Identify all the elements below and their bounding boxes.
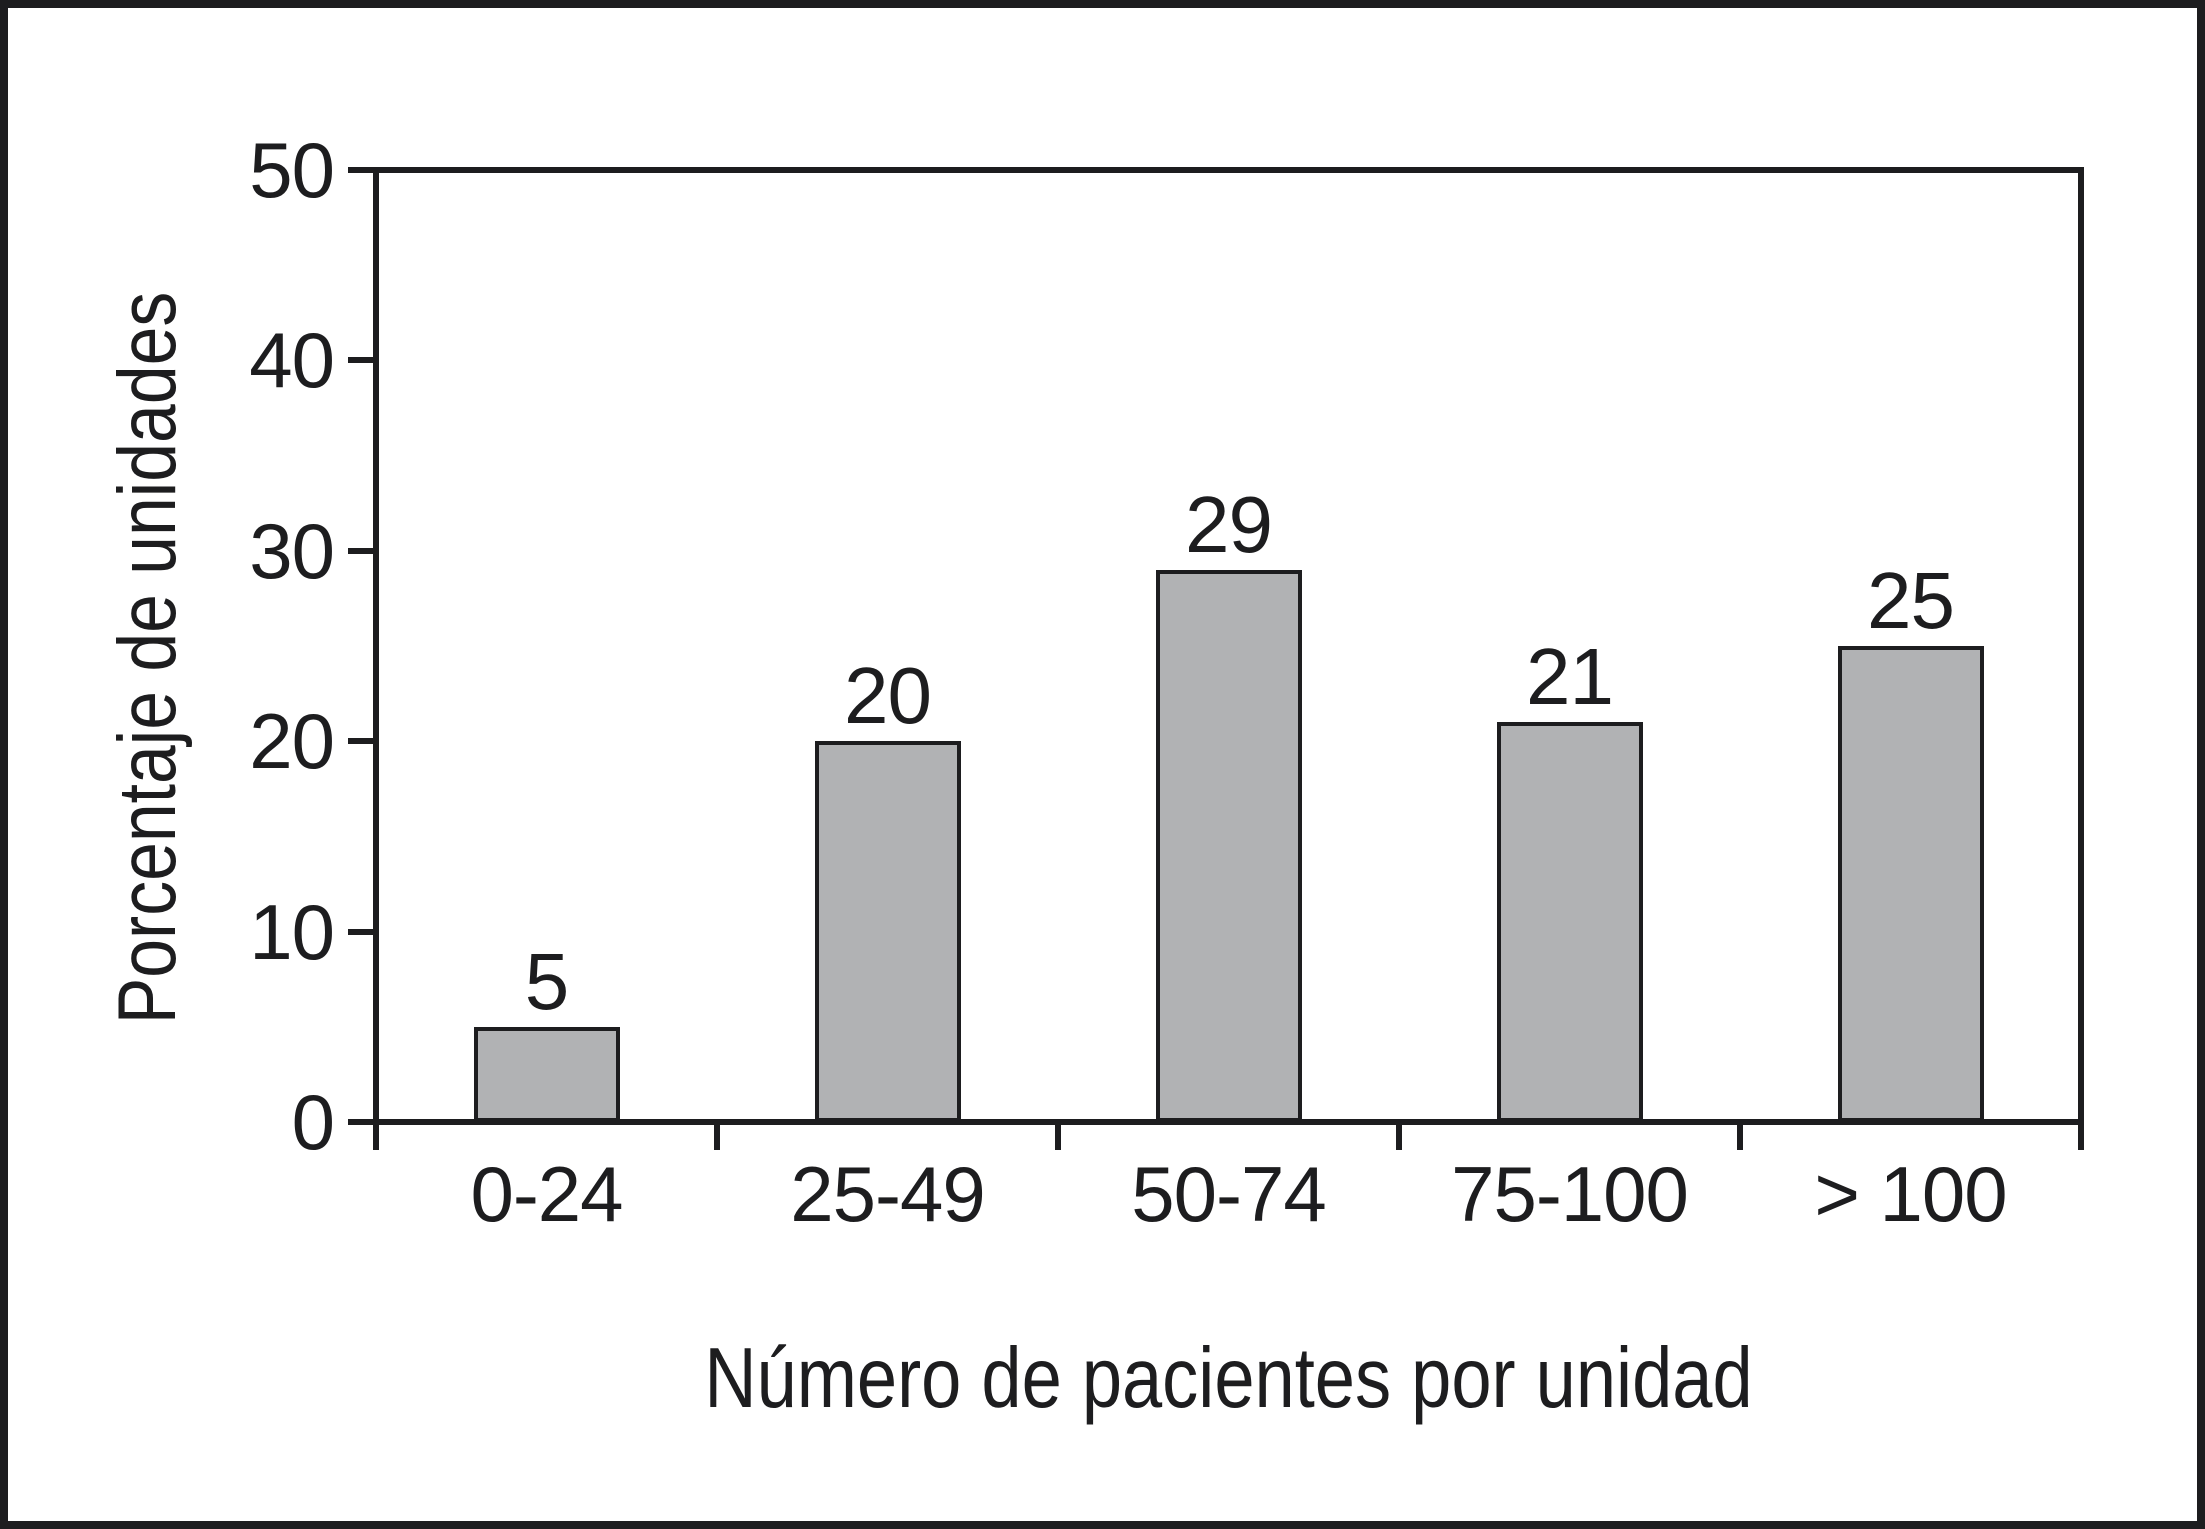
- plot-area: [373, 167, 2084, 1125]
- y-tick-label: 20: [249, 697, 335, 786]
- y-tick: [348, 738, 373, 745]
- x-axis-title: Número de pacientes por unidad: [704, 1330, 1753, 1426]
- bar-value-label: 25: [1867, 556, 1955, 645]
- y-tick: [348, 167, 373, 173]
- y-tick: [348, 928, 373, 935]
- bar-value-label: 21: [1526, 632, 1614, 722]
- y-tick: [348, 547, 373, 554]
- x-tick: [714, 1122, 720, 1150]
- y-tick-label: 30: [249, 506, 335, 595]
- x-category-label: 25-49: [790, 1150, 986, 1238]
- y-tick: [348, 1119, 373, 1125]
- x-tick: [1055, 1122, 1061, 1150]
- bar-value-label: 29: [1185, 479, 1273, 569]
- x-category-label: 75-100: [1451, 1150, 1689, 1238]
- x-tick: [373, 1122, 379, 1150]
- x-category-label: > 100: [1814, 1150, 2007, 1238]
- x-category-label: 0-24: [470, 1150, 623, 1238]
- y-tick-label: 10: [249, 887, 335, 976]
- bar: [1837, 646, 1984, 1122]
- y-tick-label: 0: [291, 1078, 335, 1166]
- bar-value-label: 5: [524, 936, 570, 1026]
- x-category-label: 50-74: [1131, 1150, 1327, 1238]
- bar: [473, 1026, 620, 1122]
- y-tick: [348, 357, 373, 364]
- x-tick: [1737, 1122, 1743, 1150]
- bar: [814, 741, 961, 1122]
- bar: [1155, 569, 1302, 1122]
- y-axis-title: Porcentaje de unidades: [102, 291, 193, 1025]
- bar: [1496, 722, 1643, 1122]
- x-tick: [2078, 1122, 2084, 1150]
- x-tick: [1396, 1122, 1402, 1150]
- y-tick-label: 40: [249, 316, 335, 405]
- bar-value-label: 20: [844, 651, 932, 741]
- y-tick-label: 50: [249, 126, 335, 214]
